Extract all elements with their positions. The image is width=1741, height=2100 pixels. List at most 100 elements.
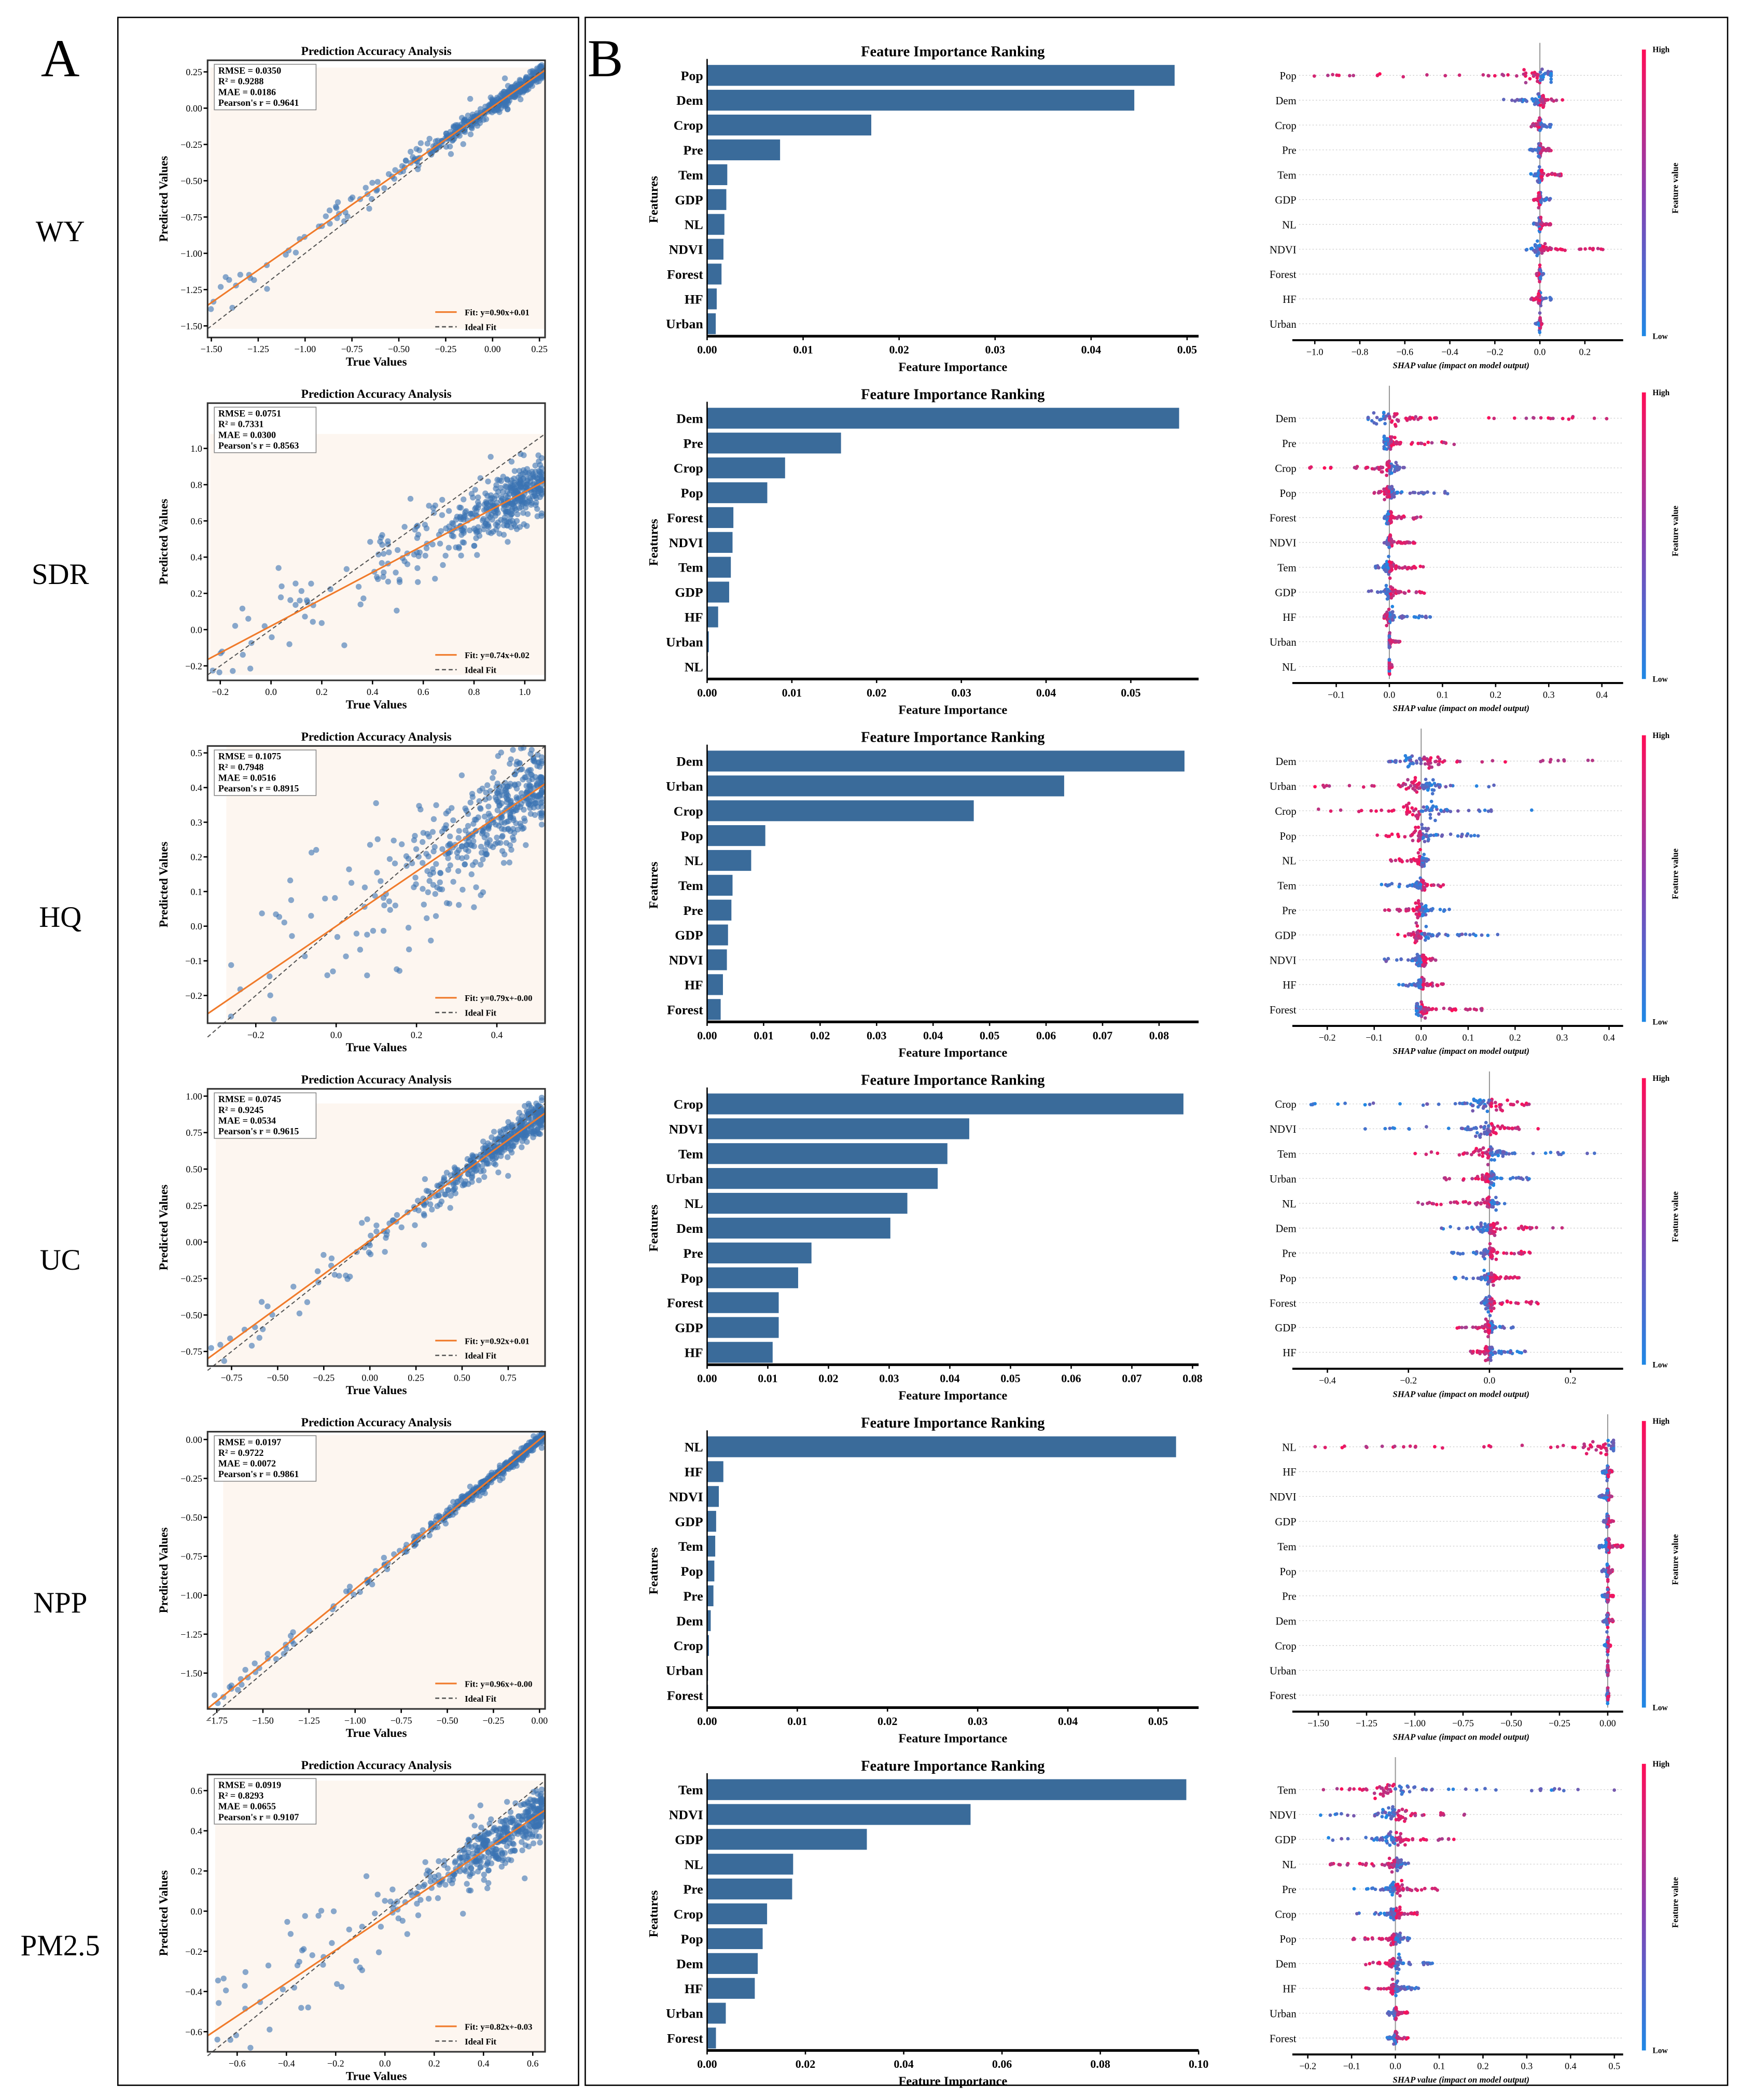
shap-point bbox=[1428, 615, 1432, 619]
shap-point bbox=[1388, 576, 1392, 580]
shap-point bbox=[1444, 1178, 1448, 1181]
scatter-point bbox=[399, 163, 406, 169]
shap-point bbox=[1309, 1103, 1313, 1107]
shap-x-axis-label: SHAP value (impact on model output) bbox=[1393, 360, 1529, 370]
scatter-point bbox=[488, 499, 494, 506]
shap-point bbox=[1437, 932, 1441, 936]
shap-point bbox=[1478, 809, 1482, 813]
scatter-point bbox=[269, 634, 275, 641]
shap-point bbox=[1386, 617, 1390, 621]
shap-point bbox=[1308, 466, 1312, 470]
scatter-point bbox=[302, 614, 308, 620]
bar-feature-label: NL bbox=[685, 217, 703, 232]
shap-point bbox=[1481, 73, 1485, 77]
shap-point bbox=[1420, 1202, 1425, 1206]
shap-point bbox=[1388, 759, 1392, 763]
scatter-point bbox=[247, 665, 254, 672]
x-tick-label: −0.75 bbox=[221, 1372, 243, 1383]
scatter-point bbox=[396, 579, 403, 585]
shap-point bbox=[1478, 1134, 1482, 1137]
y-tick-label: −0.25 bbox=[180, 1274, 202, 1284]
shap-point bbox=[1421, 1103, 1425, 1107]
scatter-point bbox=[538, 788, 545, 795]
x-tick-label: 0.0 bbox=[330, 1030, 342, 1040]
bar-feature-label: Urban bbox=[666, 1171, 703, 1186]
shap-point bbox=[1495, 1201, 1499, 1205]
shap-point bbox=[1412, 909, 1416, 913]
shap-point bbox=[1387, 442, 1390, 446]
bar-title: Feature Importance Ranking bbox=[861, 730, 1044, 746]
y-tick-label: −1.50 bbox=[180, 321, 202, 331]
bar-title: Feature Importance Ranking bbox=[861, 44, 1044, 60]
scatter-point bbox=[445, 808, 451, 814]
shap-point bbox=[1538, 116, 1541, 120]
scatter-point bbox=[470, 494, 476, 500]
y-tick-label: −0.1 bbox=[185, 956, 202, 966]
scatter-point bbox=[522, 818, 528, 824]
scatter-point bbox=[382, 1248, 388, 1255]
shap-point bbox=[1455, 1201, 1459, 1205]
shap-point bbox=[1545, 173, 1549, 177]
shap-point bbox=[1415, 761, 1419, 765]
shap-point bbox=[1383, 422, 1387, 426]
scatter-point bbox=[357, 601, 364, 608]
shap-point bbox=[1389, 561, 1393, 565]
scatter-point bbox=[341, 642, 347, 648]
shap-point bbox=[1591, 758, 1594, 762]
shap-point bbox=[1388, 663, 1391, 667]
shap-point bbox=[1506, 1098, 1509, 1102]
shap-point bbox=[1413, 566, 1417, 570]
shap-point bbox=[1312, 74, 1316, 78]
shap-point bbox=[1388, 535, 1392, 539]
scatter-point bbox=[398, 1224, 405, 1231]
shap-point bbox=[1391, 614, 1395, 618]
shap-point bbox=[1414, 936, 1418, 940]
shap-point bbox=[1468, 933, 1472, 937]
stats-line: R² = 0.9288 bbox=[218, 76, 263, 87]
shap-point bbox=[1541, 104, 1545, 108]
x-tick-label: 0.2 bbox=[411, 1030, 423, 1040]
scatter-point bbox=[451, 1186, 457, 1192]
scatter-point bbox=[406, 946, 412, 953]
bar bbox=[707, 1317, 779, 1338]
shap-point bbox=[1422, 886, 1426, 890]
shap-point bbox=[1519, 1176, 1523, 1180]
shap-feature-label: Urban bbox=[1270, 319, 1297, 330]
scatter-point bbox=[508, 756, 514, 762]
shap-point bbox=[1406, 933, 1411, 937]
scatter-point bbox=[403, 853, 410, 859]
shap-point bbox=[1535, 272, 1539, 276]
shap-point bbox=[1430, 791, 1434, 796]
shap-point bbox=[1408, 540, 1412, 545]
shap-point bbox=[1456, 834, 1460, 838]
scatter-point bbox=[429, 1206, 435, 1213]
shap-point bbox=[1453, 1102, 1457, 1106]
shap-point bbox=[1359, 809, 1363, 813]
shap-point bbox=[1485, 1176, 1488, 1180]
shap-point bbox=[1322, 466, 1327, 470]
shap-x-axis-label: SHAP value (impact on model output) bbox=[1393, 703, 1529, 713]
panel-label-a: A bbox=[41, 29, 80, 88]
scatter-point bbox=[381, 185, 387, 191]
scatter-point bbox=[508, 846, 514, 853]
bar bbox=[707, 239, 723, 260]
shap-point bbox=[1426, 909, 1430, 912]
importance-chart: Feature Importance RankingCropNDVITemUrb… bbox=[647, 1073, 1203, 1403]
scatter-point bbox=[500, 532, 507, 538]
bar-feature-label: Pop bbox=[681, 68, 703, 83]
shap-point bbox=[1537, 154, 1540, 158]
shap-point bbox=[1376, 590, 1380, 594]
scatter-point bbox=[461, 496, 467, 503]
colorbar-high-label: High bbox=[1653, 388, 1670, 397]
shap-point bbox=[1536, 239, 1539, 243]
shap-point bbox=[1508, 1177, 1512, 1181]
x-tick-label: 0.2 bbox=[1490, 689, 1502, 700]
shap-summary: PopDemCropPreTemGDPNLNDVIForestHFUrban−1… bbox=[1270, 43, 1623, 370]
shap-point bbox=[1557, 172, 1562, 176]
shap-feature-label: Crop bbox=[1275, 806, 1296, 817]
scatter-point bbox=[450, 817, 456, 824]
scatter-point bbox=[393, 569, 399, 576]
scatter-point bbox=[413, 881, 419, 887]
shap-point bbox=[1492, 1126, 1496, 1130]
scatter-point bbox=[471, 843, 477, 850]
